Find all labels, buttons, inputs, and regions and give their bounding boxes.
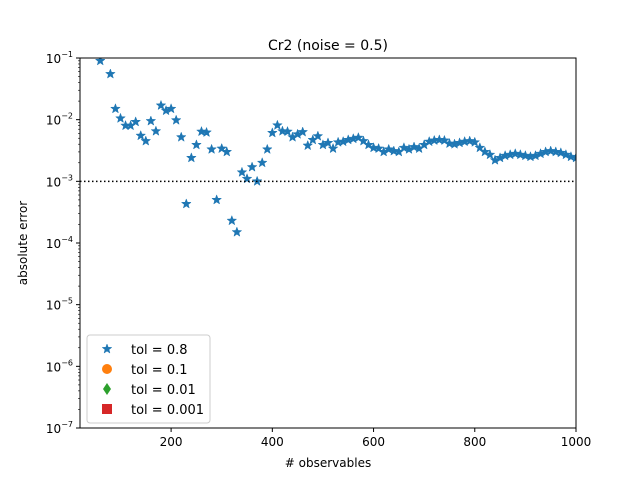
y-tick-label: 10−3 — [46, 173, 73, 189]
data-point — [327, 142, 339, 154]
data-point — [155, 99, 167, 111]
data-point — [302, 139, 314, 151]
data-point — [175, 131, 187, 142]
data-point — [201, 126, 212, 138]
data-point — [145, 115, 157, 126]
data-point — [570, 152, 576, 163]
data-point — [135, 129, 147, 141]
legend-label: tol = 0.001 — [131, 403, 204, 418]
data-point — [322, 137, 334, 148]
data-point — [246, 161, 258, 172]
x-tick-label: 400 — [261, 435, 284, 449]
legend-item: tol = 0.1 — [102, 363, 188, 378]
data-point — [368, 142, 379, 153]
data-point — [211, 194, 223, 205]
data-point — [408, 141, 420, 152]
legend-label: tol = 0.01 — [131, 383, 196, 398]
y-tick-label: 10−6 — [46, 358, 73, 374]
data-point — [484, 149, 496, 160]
data-point — [101, 48, 111, 57]
x-axis: 200 400 600 800 1000 — [160, 428, 592, 449]
data-point — [479, 146, 491, 157]
x-tick-label: 1000 — [561, 435, 592, 449]
data-point — [555, 147, 567, 158]
y-tick-label: 10−1 — [46, 50, 73, 66]
data-point — [363, 139, 374, 150]
data-point — [115, 112, 126, 123]
data-point — [388, 145, 400, 156]
data-point — [185, 152, 197, 163]
x-tick-label: 600 — [362, 435, 385, 449]
data-point — [282, 125, 293, 137]
data-point — [140, 135, 152, 146]
y-tick-label: 10−4 — [46, 235, 73, 251]
legend-label: tol = 0.1 — [131, 363, 188, 378]
legend-item: tol = 0.001 — [102, 403, 204, 418]
y-axis-label: absolute error — [16, 201, 30, 286]
data-point — [94, 58, 106, 66]
data-point — [550, 146, 562, 157]
data-point — [438, 134, 450, 146]
data-point — [444, 137, 455, 149]
data-point — [109, 103, 121, 114]
data-point — [221, 146, 233, 157]
data-point — [130, 116, 142, 127]
data-point — [236, 166, 248, 177]
y-tick-label: 10−2 — [46, 112, 73, 128]
legend-box — [86, 334, 211, 424]
data-point — [226, 214, 238, 226]
data-point — [165, 103, 177, 114]
data-point — [150, 125, 162, 136]
data-point — [373, 142, 385, 154]
data-point — [469, 136, 481, 147]
data-point — [241, 173, 253, 184]
y-tick-label: 10−5 — [46, 297, 73, 313]
chart-title: Cr2 (noise = 0.5) — [268, 38, 388, 54]
data-point — [433, 134, 445, 145]
legend-marker — [101, 343, 113, 354]
data-point — [474, 142, 486, 153]
data-point — [231, 226, 243, 237]
data-point — [271, 119, 283, 130]
data-point — [277, 125, 288, 136]
legend-label: tol = 0.8 — [131, 343, 188, 358]
data-point — [170, 114, 182, 125]
x-tick-label: 800 — [463, 435, 486, 449]
data-point — [383, 143, 395, 154]
data-point — [206, 143, 218, 154]
data-point — [190, 139, 202, 150]
legend-marker — [102, 364, 112, 374]
series-markers — [94, 48, 576, 237]
data-point — [297, 126, 309, 137]
y-axis: 10−7 10−6 10−5 10−4 10−3 10−2 10−1 — [46, 50, 80, 436]
legend-item: tol = 0.01 — [103, 383, 196, 398]
plot-area — [94, 48, 576, 237]
data-point — [261, 143, 273, 154]
data-point — [180, 198, 192, 209]
x-tick-label: 200 — [160, 435, 183, 449]
x-axis-label: # observables — [285, 456, 371, 470]
data-point — [312, 130, 324, 141]
legend-marker — [102, 404, 112, 414]
legend: tol = 0.8 tol = 0.1 tol = 0.01 tol = 0.001 — [86, 334, 211, 424]
data-point — [104, 68, 116, 79]
legend-item: tol = 0.8 — [101, 343, 188, 358]
data-point — [256, 157, 268, 168]
y-tick-label: 10−7 — [46, 420, 73, 436]
data-point — [266, 127, 278, 138]
data-point — [352, 131, 364, 143]
data-point — [398, 142, 410, 153]
data-point — [560, 149, 572, 160]
data-point — [545, 145, 557, 156]
data-point — [216, 142, 228, 154]
data-point — [509, 148, 521, 159]
legend-marker — [103, 383, 111, 395]
data-point — [196, 125, 207, 137]
